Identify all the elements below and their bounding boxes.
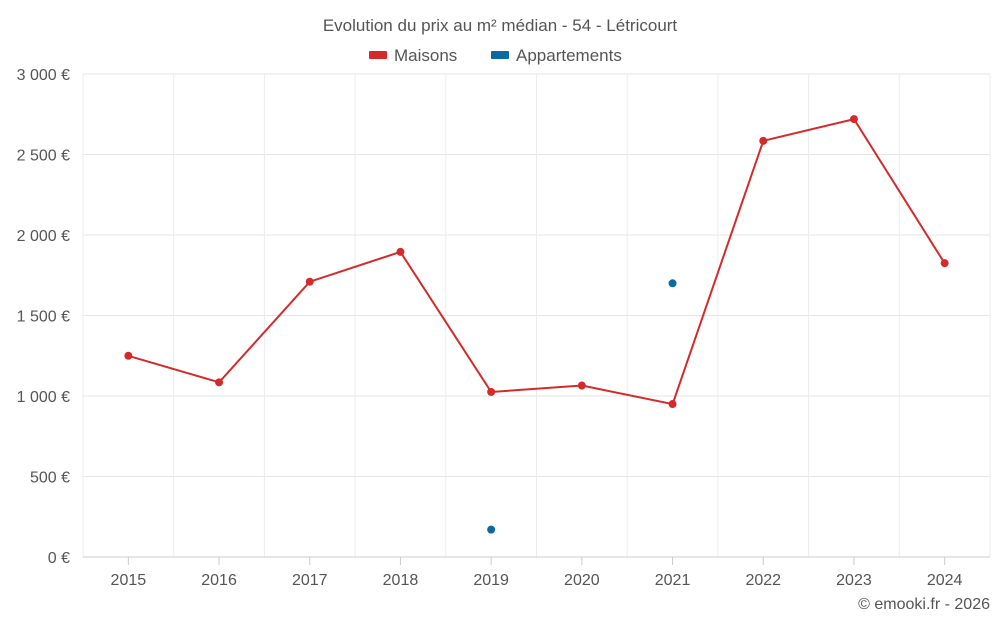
legend-swatch: [491, 51, 509, 59]
x-tick-label: 2022: [745, 572, 781, 589]
y-tick-label: 1 500 €: [17, 309, 70, 326]
copyright-footer: © emooki.fr - 2026: [858, 596, 990, 613]
y-tick-label: 2 000 €: [17, 228, 70, 245]
legend-item-maisons: Maisons: [369, 46, 457, 65]
x-tick-label: 2017: [292, 572, 328, 589]
data-point: [305, 277, 314, 286]
series-appartements: [487, 279, 677, 534]
y-tick-label: 0 €: [48, 550, 70, 567]
data-point: [668, 400, 677, 409]
data-point: [577, 381, 586, 390]
y-tick-label: 500 €: [30, 470, 70, 487]
x-tick-label: 2020: [564, 572, 600, 589]
chart-title: Evolution du prix au m² médian - 54 - Lé…: [323, 16, 678, 35]
data-point: [668, 279, 677, 288]
data-point: [487, 387, 496, 396]
data-point: [396, 247, 405, 256]
y-tick-label: 3 000 €: [17, 67, 70, 84]
legend: Maisons Appartements: [369, 46, 622, 65]
x-tick-label: 2021: [655, 572, 691, 589]
x-tick-label: 2024: [927, 572, 963, 589]
legend-item-appartements: Appartements: [491, 46, 622, 65]
series-line-maisons: [128, 117, 946, 406]
grid: [82, 73, 991, 557]
data-point: [940, 259, 949, 268]
data-point: [487, 525, 496, 534]
x-tick-label: 2023: [836, 572, 872, 589]
data-point: [124, 351, 133, 360]
series-maisons: [124, 115, 949, 409]
axes: 0 € 500 € 1 000 € 1 500 € 2 000 € 2 500 € 3 00…: [17, 67, 990, 589]
legend-label: Appartements: [516, 46, 622, 65]
x-tick-label: 2016: [201, 572, 237, 589]
data-point: [215, 378, 224, 387]
x-tick-label: 2019: [473, 572, 509, 589]
x-tick-label: 2018: [383, 572, 419, 589]
y-tick-label: 2 500 €: [17, 148, 70, 165]
plot-area: [124, 115, 949, 534]
data-point: [849, 115, 858, 124]
data-point: [759, 136, 768, 145]
x-tick-label: 2015: [111, 572, 147, 589]
legend-swatch: [369, 51, 387, 59]
legend-label: Maisons: [394, 46, 457, 65]
y-tick-label: 1 000 €: [17, 389, 70, 406]
